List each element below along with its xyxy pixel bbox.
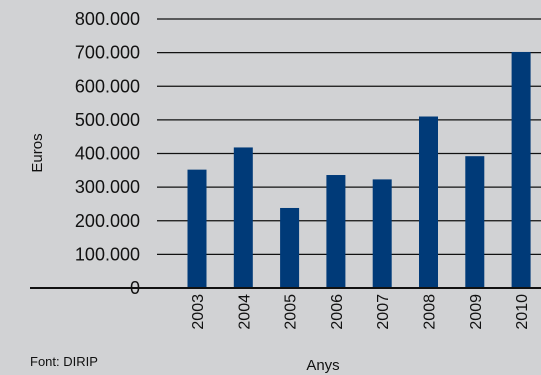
y-tick-label: 100.000 [75, 244, 140, 264]
gridlines [157, 18, 541, 255]
y-axis-title: Euros [29, 133, 46, 172]
source-note: Font: DIRIP [30, 354, 98, 369]
x-tick-label: 2006 [329, 294, 346, 330]
x-tick-label: 2005 [283, 294, 300, 330]
y-tick-label: 700.000 [75, 43, 140, 63]
x-tick-label: 2007 [375, 294, 392, 330]
x-tick-label: 2010 [514, 294, 531, 330]
y-tick-label: 600.000 [75, 76, 140, 96]
bar-2004 [233, 147, 253, 288]
bar-2008 [419, 116, 438, 288]
x-axis-title: Anys [306, 357, 339, 374]
x-tick-label: 2009 [468, 294, 485, 330]
y-tick-label: 200.000 [75, 211, 140, 231]
bars [187, 51, 531, 288]
x-tick-label: 2004 [236, 294, 253, 330]
x-tick-label: 2003 [190, 294, 207, 330]
bar-2003 [187, 169, 207, 288]
y-tick-label: 400.000 [75, 144, 140, 164]
bar-2009 [465, 156, 485, 288]
x-axis-ticks: 2003 2004 2005 2006 2007 2008 2009 2010 [190, 294, 531, 330]
y-axis-ticks: 0100.000200.000300.000400.000500.000600.… [75, 9, 140, 298]
bar-2010 [511, 51, 531, 288]
bar-2006 [326, 175, 346, 288]
y-tick-label: 800.000 [75, 9, 140, 29]
bar-2005 [280, 207, 300, 288]
bar-2007 [372, 179, 392, 288]
y-tick-label: 500.000 [75, 110, 140, 130]
y-tick-label: 300.000 [75, 177, 140, 197]
x-tick-label: 2008 [422, 294, 439, 330]
